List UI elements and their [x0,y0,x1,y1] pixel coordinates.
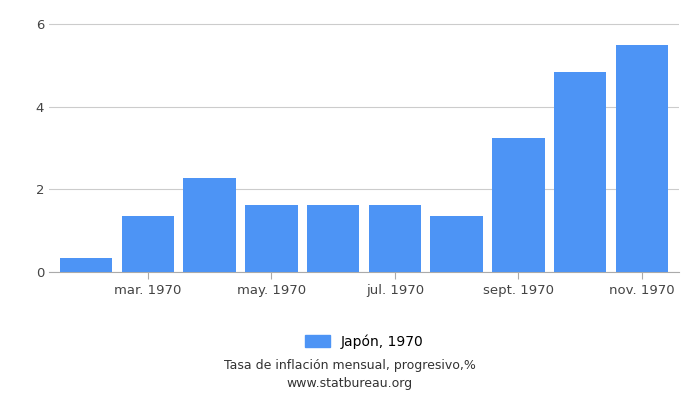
Bar [554,72,606,272]
Legend: Japón, 1970: Japón, 1970 [304,334,424,349]
Text: www.statbureau.org: www.statbureau.org [287,377,413,390]
Bar [122,216,174,272]
Bar [60,258,112,272]
Bar [307,205,359,272]
Bar [369,205,421,272]
Bar [183,178,236,272]
Bar [616,45,668,272]
Bar [492,138,545,272]
Text: Tasa de inflación mensual, progresivo,%: Tasa de inflación mensual, progresivo,% [224,360,476,372]
Bar [430,216,483,272]
Bar [245,205,298,272]
